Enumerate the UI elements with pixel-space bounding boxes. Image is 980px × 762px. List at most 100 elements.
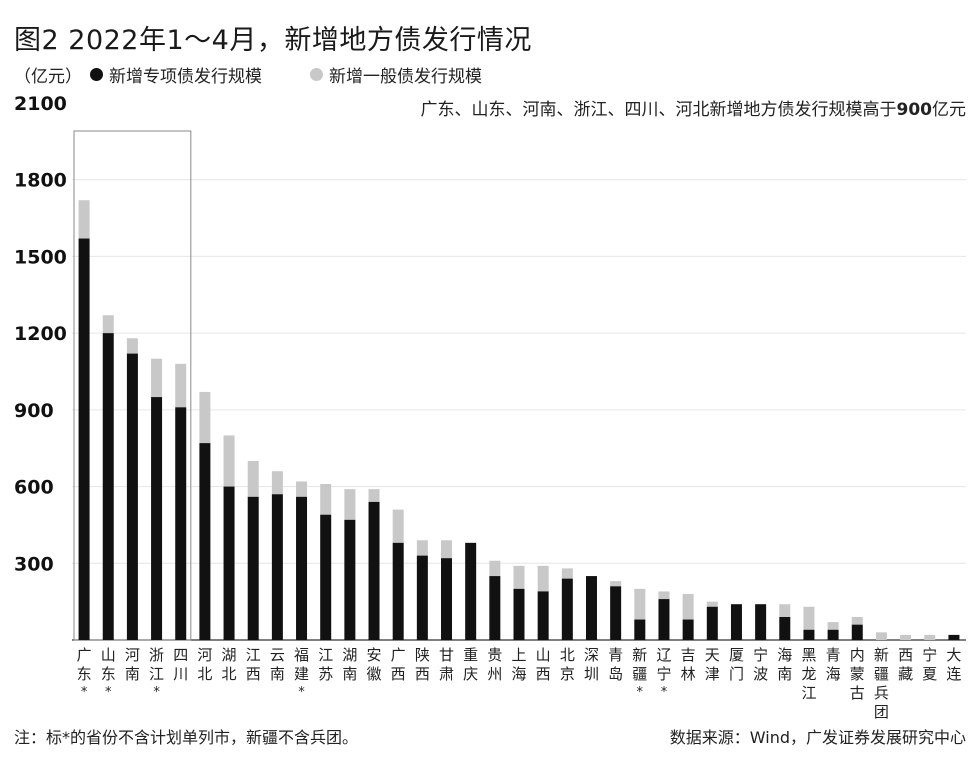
x-tick-label: 新 [632, 646, 647, 664]
x-tick-label: 四 [173, 646, 188, 664]
x-tick-label: 青 [826, 646, 841, 664]
bar-special-33 [851, 624, 863, 640]
bar-general-31 [803, 606, 815, 630]
x-tick-label: 辽 [656, 646, 671, 664]
x-tick-label: 福 [294, 646, 309, 664]
bar-general-23 [610, 581, 622, 587]
annotation-prefix: 广东、山东、河南、浙江、四川、河北新增地方债发行规模高于 [420, 100, 897, 120]
x-tick-label: 波 [753, 665, 768, 683]
bar-general-10 [296, 481, 308, 497]
bar-general-18 [489, 560, 501, 577]
x-tick-label: 苏 [318, 665, 333, 683]
y-tick-label: 900 [14, 400, 54, 422]
bar-general-21 [561, 568, 573, 579]
x-tick-label: 山 [101, 646, 116, 664]
bar-general-36 [924, 634, 936, 640]
bar-general-5 [175, 363, 187, 408]
bar-special-37 [948, 634, 960, 640]
bar-special-6 [199, 443, 211, 640]
x-tick-label: 浙 [149, 646, 164, 664]
bar-special-21 [561, 578, 573, 640]
bar-special-30 [779, 616, 791, 640]
bar-general-8 [247, 461, 259, 497]
x-tick-label: 南 [777, 665, 792, 683]
x-tick-label: 河 [197, 646, 212, 664]
x-tick-label: 北 [222, 665, 237, 683]
star-marker: * [298, 685, 305, 700]
legend-swatch-special [90, 68, 103, 81]
bar-general-3 [126, 338, 138, 354]
x-tick-label: 南 [342, 665, 357, 683]
x-tick-label: 林 [681, 665, 696, 683]
x-tick-label: 疆 [632, 665, 647, 683]
x-tick-label: 岛 [608, 665, 623, 683]
bar-special-15 [416, 555, 428, 640]
x-tick-label: 青 [608, 646, 623, 664]
x-tick-label: 陕 [415, 646, 430, 664]
bar-special-14 [392, 542, 404, 640]
legend-item-special: 新增专项债发行规模 [90, 62, 262, 87]
x-tick-label: 宁 [922, 646, 937, 664]
legend-label-general: 新增一般债发行规模 [329, 67, 482, 87]
bar-special-2 [102, 333, 114, 640]
x-tick-label: 疆 [874, 665, 889, 683]
bar-general-13 [368, 489, 380, 502]
x-tick-label: 团 [874, 703, 889, 721]
y-tick-label: 1200 [14, 323, 67, 345]
x-tick-label: 上 [511, 646, 526, 664]
x-tick-label: 川 [173, 665, 188, 683]
bar-special-20 [537, 591, 549, 640]
bar-general-27 [706, 601, 718, 607]
x-tick-label: 龙 [801, 665, 816, 683]
bar-general-35 [900, 634, 912, 640]
x-tick-label: 江 [801, 684, 816, 702]
x-tick-label: 兵 [874, 684, 889, 702]
x-tick-label: 湖 [342, 646, 357, 664]
x-tick-label: 连 [946, 665, 961, 683]
x-tick-label: 云 [270, 646, 285, 664]
x-tick-label: 西 [391, 665, 406, 683]
bar-special-24 [634, 619, 646, 640]
legend-item-general: 新增一般债发行规模 [310, 62, 482, 87]
bar-special-25 [658, 599, 670, 640]
x-tick-label: 甘 [439, 646, 454, 664]
x-tick-label: 夏 [922, 665, 937, 683]
bar-special-22 [585, 576, 597, 640]
bar-special-5 [175, 407, 187, 640]
x-tick-label: 河 [125, 646, 140, 664]
bar-special-10 [296, 496, 308, 640]
x-tick-label: 藏 [898, 665, 913, 683]
x-tick-label: 大 [946, 646, 961, 664]
bar-general-34 [875, 632, 887, 640]
x-tick-label: 内 [850, 646, 865, 664]
x-tick-label: 州 [487, 665, 502, 683]
star-marker: * [153, 685, 160, 700]
bar-special-32 [827, 629, 839, 640]
legend-label-special: 新增专项债发行规模 [109, 67, 262, 87]
x-tick-label: 东 [77, 665, 92, 683]
x-tick-label: 宁 [753, 646, 768, 664]
x-tick-label: 新 [874, 646, 889, 664]
bar-general-14 [392, 509, 404, 543]
x-tick-label: 山 [536, 646, 551, 664]
bar-special-19 [513, 588, 525, 640]
x-tick-label: 西 [536, 665, 551, 683]
x-tick-label: 湖 [222, 646, 237, 664]
x-tick-label: 京 [560, 665, 575, 683]
bar-general-33 [851, 616, 863, 625]
bar-general-32 [827, 622, 839, 630]
bar-special-29 [755, 604, 767, 640]
bar-special-23 [610, 586, 622, 640]
x-tick-label: 江 [246, 646, 261, 664]
bar-general-11 [320, 484, 332, 515]
x-tick-label: 圳 [584, 665, 599, 683]
bar-general-30 [779, 604, 791, 617]
x-tick-label: 西 [898, 646, 913, 664]
x-tick-label: 海 [511, 665, 526, 683]
x-tick-label: 天 [705, 646, 720, 664]
bar-special-13 [368, 501, 380, 640]
bar-general-12 [344, 489, 356, 520]
y-tick-label: 600 [14, 477, 54, 499]
x-tick-label: 南 [125, 665, 140, 683]
